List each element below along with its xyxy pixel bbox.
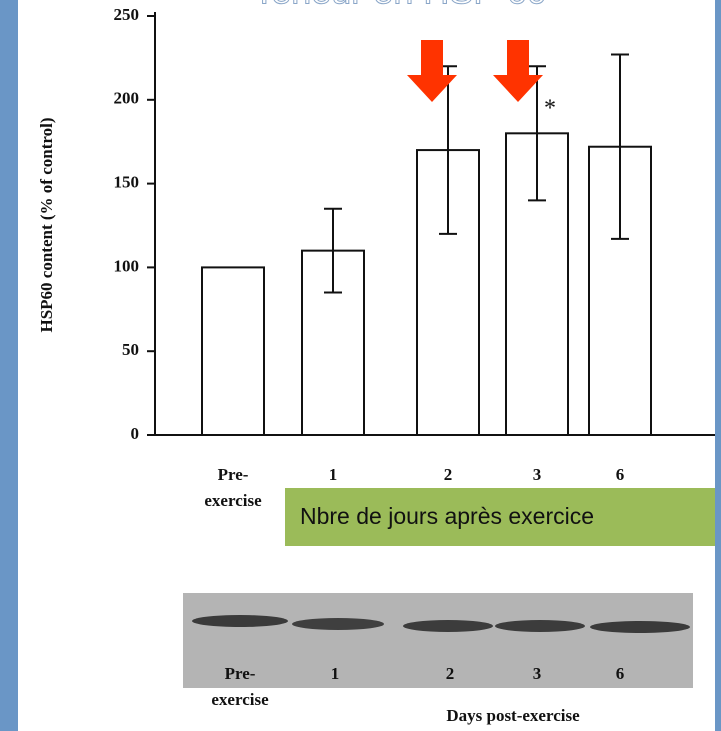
y-tick-label: 250: [114, 5, 140, 24]
annotation: *: [544, 96, 556, 122]
blot-lane-label: 6: [616, 664, 625, 683]
y-tick-label: 50: [122, 340, 139, 359]
page: {"chart_data": {"type": "bar", "title": …: [0, 0, 721, 731]
blot-band: [495, 620, 585, 632]
blot-band: [292, 618, 384, 630]
blot-band: [192, 615, 288, 627]
y-tick-label: 150: [114, 173, 140, 192]
blot-lane-label: 2: [446, 664, 455, 683]
x-tick-label: 3: [533, 465, 542, 484]
blot-lane-label: 3: [533, 664, 542, 683]
blot-lane-label: 1: [331, 664, 340, 683]
y-tick-label: 100: [114, 256, 140, 275]
y-tick-label: 0: [131, 424, 140, 443]
x-tick-label: 1: [329, 465, 338, 484]
x-tick-label: 2: [444, 465, 453, 484]
y-axis-label: HSP60 content (% of control): [37, 118, 56, 333]
blot-band: [590, 621, 690, 633]
note-text: Nbre de jours après exercice: [300, 503, 594, 529]
blot-band: [403, 620, 493, 632]
x-tick-label: 6: [616, 465, 625, 484]
chart: Teneur en HSP 60 HSP60 content (% of con…: [0, 0, 721, 731]
bar: [202, 267, 264, 435]
blot-x-label: Days post-exercise: [446, 706, 580, 725]
y-tick-label: 200: [114, 89, 140, 108]
chart-title: Teneur en HSP 60: [253, 0, 547, 12]
